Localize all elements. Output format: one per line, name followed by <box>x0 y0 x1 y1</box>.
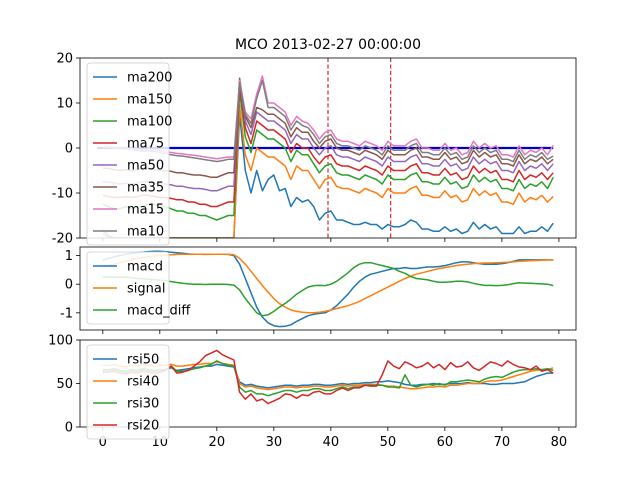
legend-label-ma200: ma200 <box>127 71 172 86</box>
legend-label-macd_diff: macd_diff <box>127 304 191 319</box>
series-ma100 <box>102 91 554 221</box>
legend-label-ma15: ma15 <box>127 203 164 218</box>
chart-title: MCO 2013-02-27 00:00:00 <box>235 37 421 53</box>
series-ma10 <box>102 79 554 163</box>
legend-label-ma150: ma150 <box>127 93 172 108</box>
y-tick-label: -1 <box>60 306 73 321</box>
series-signal <box>102 253 554 314</box>
y-tick-label: 0 <box>65 278 73 293</box>
y-tick-label: -20 <box>52 232 73 247</box>
legend-label-macd: macd <box>127 260 163 275</box>
legend-label-ma35: ma35 <box>127 181 164 196</box>
x-tick-label: 30 <box>266 435 283 450</box>
legend-label-signal: signal <box>127 282 165 297</box>
legend-label-rsi50: rsi50 <box>127 353 159 368</box>
y-tick-label: 20 <box>56 52 73 67</box>
legend-box <box>86 251 170 325</box>
x-tick-label: 20 <box>209 435 226 450</box>
series-ma200 <box>102 113 554 238</box>
legend-label-ma75: ma75 <box>127 137 164 152</box>
legend-label-ma10: ma10 <box>127 225 164 240</box>
series-ma75 <box>102 84 554 208</box>
series-ma35 <box>102 77 554 179</box>
y-tick-label: 0 <box>65 421 73 436</box>
legend-box <box>86 344 170 440</box>
legend-box <box>86 62 170 246</box>
x-tick-label: 70 <box>494 435 511 450</box>
y-tick-label: 50 <box>56 377 73 392</box>
series-rsi40 <box>102 361 554 391</box>
x-tick-label: 60 <box>437 435 454 450</box>
x-tick-label: 50 <box>380 435 397 450</box>
legend-label-rsi40: rsi40 <box>127 375 159 390</box>
legend-label-ma50: ma50 <box>127 159 164 174</box>
series-ma50 <box>102 79 554 192</box>
x-tick-label: 80 <box>551 435 568 450</box>
y-tick-label: 100 <box>48 334 73 349</box>
legend-label-ma100: ma100 <box>127 115 172 130</box>
y-tick-label: 1 <box>65 249 73 264</box>
series-ma15 <box>102 75 554 160</box>
legend-label-rsi30: rsi30 <box>127 397 159 412</box>
y-tick-label: 0 <box>65 142 73 157</box>
series-ma150 <box>102 104 554 238</box>
x-tick-label: 0 <box>99 435 107 450</box>
series-macd_diff <box>102 261 554 317</box>
series-rsi50 <box>102 363 554 389</box>
series-rsi30 <box>102 360 554 397</box>
x-tick-label: 40 <box>323 435 340 450</box>
y-tick-label: -10 <box>52 187 73 202</box>
legend-label-rsi20: rsi20 <box>127 419 159 434</box>
panel-1-frame <box>79 246 577 331</box>
y-tick-label: 10 <box>56 97 73 112</box>
series-rsi20 <box>102 349 554 405</box>
